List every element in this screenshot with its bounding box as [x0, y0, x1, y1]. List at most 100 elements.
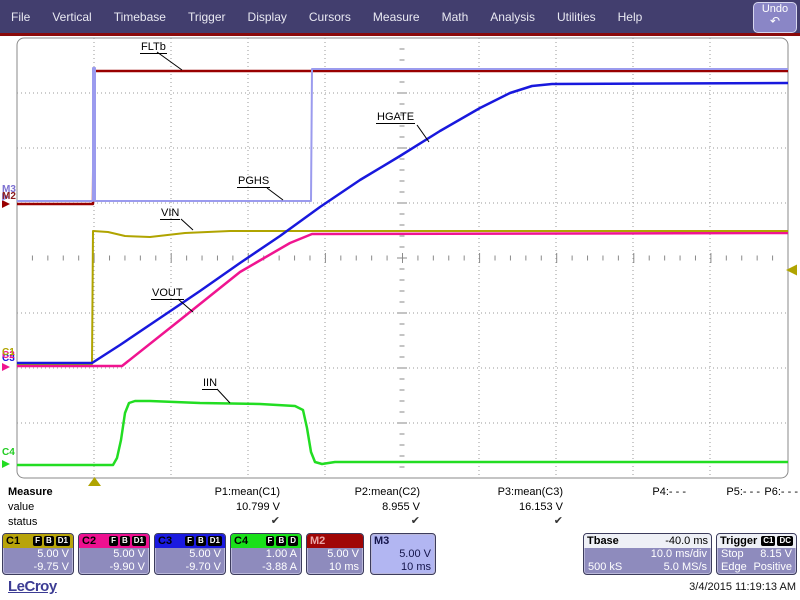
- menu-timebase[interactable]: Timebase: [113, 9, 166, 24]
- memory-m2-timebase: 10 ms: [329, 561, 359, 573]
- measure-p1-label: P1:mean(C1): [214, 486, 280, 498]
- menu-display[interactable]: Display: [247, 9, 287, 24]
- edge-label-c3: C3: [2, 353, 15, 364]
- channel-box-c4[interactable]: C4 F B D 1.00 A -3.88 A: [230, 533, 302, 575]
- edge-label-c2: C2: [2, 350, 15, 361]
- channel-box-c2[interactable]: C2 F B D1 5.00 V -9.90 V: [78, 533, 150, 575]
- memory-m3-id: M3: [374, 535, 390, 547]
- channel-c3-offset: -9.70 V: [185, 561, 221, 573]
- channel-c3-header: C3 F B D1: [155, 534, 225, 548]
- trace-vout: [17, 231, 789, 368]
- badge-b-icon: B: [195, 536, 206, 546]
- status-row-header: status: [8, 516, 38, 528]
- channel-box-c3[interactable]: C3 F B D1 5.00 V -9.70 V: [154, 533, 226, 575]
- edge-label-c1: C1: [2, 347, 15, 358]
- badge-d-icon: D: [288, 536, 298, 546]
- measure-p2-label: P2:mean(C2): [354, 486, 420, 498]
- label-pointer-line: [156, 51, 183, 71]
- measure-row-header: Measure: [8, 486, 53, 498]
- channel-box-c1[interactable]: C1 F B D1 5.00 V -9.75 V: [2, 533, 74, 575]
- channel-c2-id: C2: [82, 535, 97, 547]
- timestamp: 3/4/2015 11:19:13 AM: [689, 581, 796, 593]
- label-pointer-line: [180, 218, 194, 231]
- channel-c1-scale: 5.00 V: [37, 548, 69, 560]
- trace-label-vin: VIN: [160, 207, 181, 220]
- channel-c4-id: C4: [234, 535, 249, 547]
- measure-p3-status-icon: ✔: [553, 515, 563, 527]
- trigger-mode: Stop: [721, 548, 744, 560]
- menu-help[interactable]: Help: [617, 9, 643, 24]
- trace-label-fltb: FLTb: [140, 41, 167, 54]
- badge-d1-icon: D1: [55, 536, 70, 546]
- trigger-level: 8.15 V: [760, 548, 792, 560]
- memory-m3-timebase: 10 ms: [401, 561, 431, 573]
- menu-file[interactable]: File: [11, 9, 31, 24]
- measure-p1-status-icon: ✔: [270, 515, 280, 527]
- menu-measure[interactable]: Measure: [372, 9, 420, 24]
- menu-trigger[interactable]: Trigger: [187, 9, 226, 24]
- channel-c4-offset: -3.88 A: [262, 561, 297, 573]
- menu-separator: [0, 33, 800, 36]
- channel-c1-id: C1: [6, 535, 21, 547]
- badge-f-icon: F: [185, 536, 194, 546]
- trigger-coupling-badge: DC: [777, 536, 793, 546]
- edge-label-m2: M2: [2, 191, 16, 202]
- trigger-level-marker[interactable]: [786, 264, 797, 276]
- channel-c2-header: C2 F B D1: [79, 534, 149, 548]
- undo-button[interactable]: Undo ↶: [753, 2, 797, 33]
- trace-pghs: [17, 67, 788, 202]
- trace-hgate: [17, 81, 789, 365]
- menu-math[interactable]: Math: [441, 9, 469, 24]
- trigger-time-marker[interactable]: [88, 477, 101, 486]
- trigger-box[interactable]: Trigger C1 DC Stop 8.15 V Edge Positive: [716, 533, 797, 575]
- timebase-delay: -40.0 ms: [665, 535, 708, 547]
- label-pointer-line: [216, 388, 231, 404]
- measure-p2-value: 8.955 V: [382, 501, 420, 513]
- timebase-samples: 500 kS: [588, 561, 623, 573]
- badge-f-icon: F: [265, 536, 275, 546]
- memory-box-m3[interactable]: M3 5.00 V 10 ms: [370, 533, 436, 575]
- trigger-title: Trigger: [720, 535, 758, 547]
- trace-iin: [17, 399, 788, 467]
- menu-vertical[interactable]: Vertical: [52, 9, 92, 24]
- label-pointer-line: [177, 298, 194, 313]
- memory-m2-scale: 5.00 V: [327, 548, 359, 560]
- trace-label-iin: IIN: [202, 377, 219, 390]
- memory-box-m2[interactable]: M2 5.00 V 10 ms: [306, 533, 364, 575]
- channel-c4-header: C4 F B D: [231, 534, 301, 548]
- menu-utilities[interactable]: Utilities: [556, 9, 596, 24]
- edge-label-m3: M3: [2, 184, 16, 195]
- trigger-source-badge: C1: [761, 536, 776, 546]
- measure-p4-label: P4:- - -: [652, 486, 686, 498]
- menu-analysis[interactable]: Analysis: [490, 9, 535, 24]
- channel-c1-offset: -9.75 V: [33, 561, 69, 573]
- trigger-slope: Positive: [753, 561, 792, 573]
- badge-b-icon: B: [276, 536, 287, 546]
- timebase-box[interactable]: Tbase -40.0 ms 10.0 ms/div 500 kS 5.0 MS…: [583, 533, 712, 575]
- zero-level-arrow: [2, 200, 10, 208]
- badge-b-icon: B: [119, 536, 130, 546]
- edge-label-c4: C4: [2, 447, 15, 458]
- trigger-type: Edge: [721, 561, 747, 573]
- measure-p6-label: P6:- - -: [764, 486, 798, 498]
- value-row-header: value: [8, 501, 35, 513]
- measure-p3-value: 16.153 V: [518, 501, 563, 513]
- timebase-per-div: 10.0 ms/div: [650, 548, 707, 560]
- badge-b-icon: B: [43, 536, 54, 546]
- graticule: [16, 37, 789, 479]
- trace-label-vout: VOUT: [151, 287, 184, 300]
- channel-c4-scale: 1.00 A: [265, 548, 297, 560]
- channel-c1-header: C1 F B D1: [3, 534, 73, 548]
- memory-m3-scale: 5.00 V: [399, 548, 431, 560]
- undo-label: Undo: [761, 3, 789, 15]
- trigger-header: Trigger C1 DC: [717, 534, 796, 548]
- memory-m3-header: M3: [371, 534, 435, 548]
- menu-cursors[interactable]: Cursors: [308, 9, 351, 24]
- label-pointer-line: [266, 187, 284, 201]
- badge-d1-icon: D1: [207, 536, 222, 546]
- channel-c2-scale: 5.00 V: [113, 548, 145, 560]
- menu-bar: File Vertical Timebase Trigger Display C…: [0, 0, 800, 33]
- badge-f-icon: F: [33, 536, 42, 546]
